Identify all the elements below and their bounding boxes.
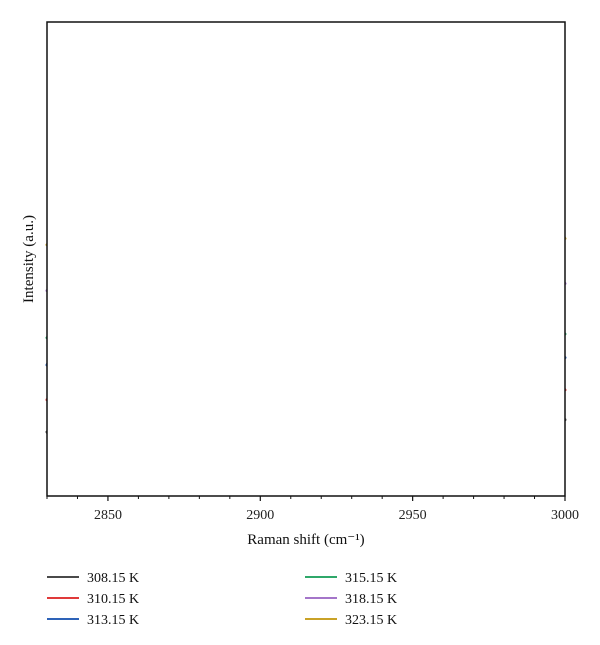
legend-label-310-15-K: 310.15 K	[87, 592, 139, 607]
axes: 2850 2900 2950 3000 Raman shift (cm⁻¹) Intens…	[21, 21, 579, 548]
legend-label-308-15-K: 308.15 K	[87, 571, 139, 586]
legend-label-318-15-K: 318.15 K	[345, 592, 397, 607]
x-tick-label: 3000	[551, 508, 579, 523]
legend-label-313-15-K: 313.15 K	[87, 613, 139, 628]
legend: 308.15 K 310.15 K 313.15 K 315.15 K 318.15 K…	[47, 571, 397, 628]
x-tick-label: 2900	[246, 508, 274, 523]
x-tick-label: 2850	[94, 508, 122, 523]
x-axis-label: Raman shift (cm⁻¹)	[247, 532, 364, 548]
plot-frame	[46, 21, 566, 497]
legend-label-323-15-K: 323.15 K	[345, 613, 397, 628]
x-tick-label: 2950	[399, 508, 427, 523]
legend-label-315-15-K: 315.15 K	[345, 571, 397, 586]
y-axis-label: Intensity (a.u.)	[21, 215, 37, 303]
